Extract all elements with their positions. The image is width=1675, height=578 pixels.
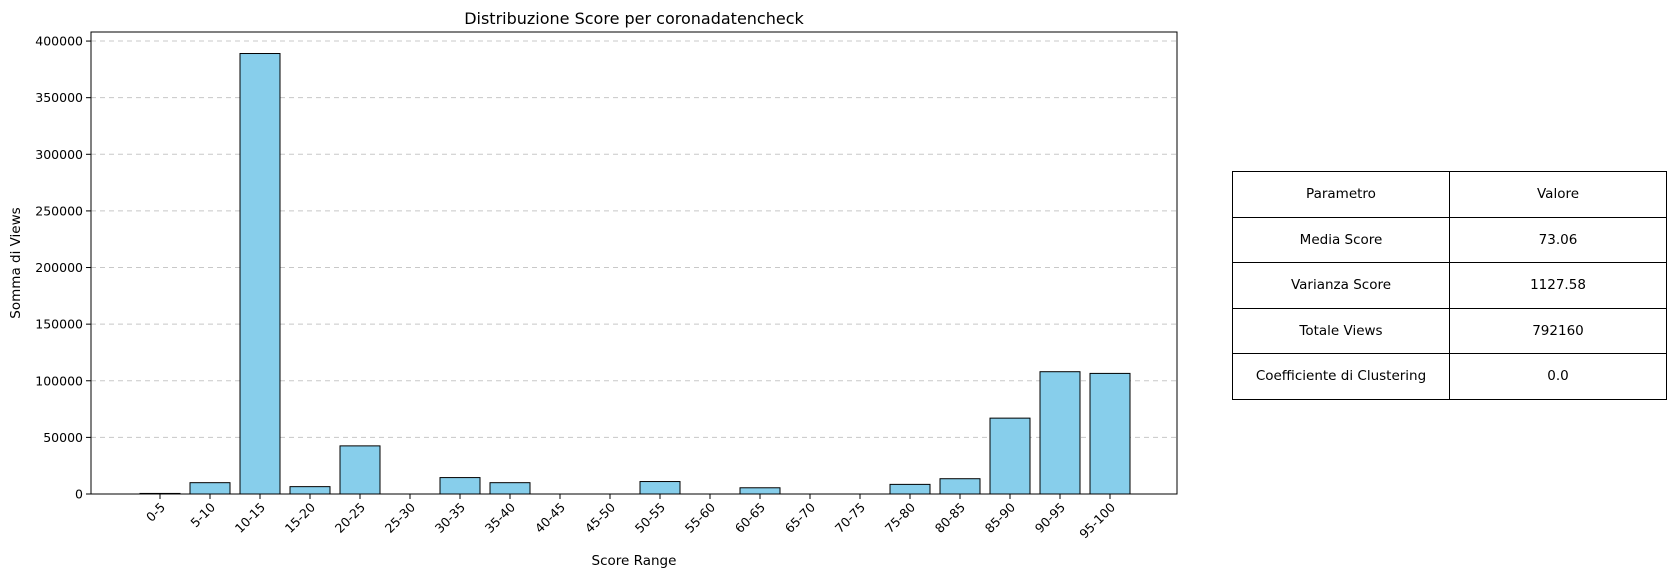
y-tick-label: 300000 xyxy=(35,147,83,162)
x-tick-label: 55-60 xyxy=(682,499,718,535)
x-tick-label: 5-10 xyxy=(187,499,218,530)
x-tick-label: 10-15 xyxy=(232,500,268,536)
bar-5-10 xyxy=(189,482,231,495)
bar-35-40 xyxy=(489,482,531,495)
x-tick-label: 35-40 xyxy=(482,499,518,535)
bar-95-100 xyxy=(1089,372,1131,495)
table-cell: 0.0 xyxy=(1449,353,1667,400)
table-row: Varianza Score 1127.58 xyxy=(1232,262,1667,309)
y-tick-label: 350000 xyxy=(35,90,83,105)
bar-80-85 xyxy=(939,478,981,495)
bars xyxy=(139,53,1131,495)
x-tick-label: 90-95 xyxy=(1032,500,1068,536)
x-axis-title: Score Range xyxy=(592,553,677,569)
bar-15-20 xyxy=(289,486,331,495)
bar-30-35 xyxy=(439,477,481,495)
table-cell: Varianza Score xyxy=(1232,262,1450,309)
table-cell: Coefficiente di Clustering xyxy=(1232,353,1450,400)
y-tick-label: 100000 xyxy=(35,373,83,388)
x-tick-label: 80-85 xyxy=(932,500,968,536)
y-tick-label: 50000 xyxy=(43,430,83,445)
y-tick-label: 200000 xyxy=(35,260,83,275)
table-header-row: Parametro Valore xyxy=(1232,171,1667,218)
bar-85-90 xyxy=(989,417,1031,495)
x-tick-label: 15-20 xyxy=(282,499,318,535)
plot-frame xyxy=(90,31,1178,495)
bar-50-55 xyxy=(639,481,681,495)
x-axis-ticks: 0-5 5-10 10-15 15-20 20-25 25-30 30-35 35-40 40-… xyxy=(143,494,1118,541)
x-tick-label: 45-50 xyxy=(582,499,618,535)
grid-lines xyxy=(91,40,1177,438)
bar-20-25 xyxy=(339,445,381,495)
x-tick-label: 60-65 xyxy=(732,500,768,536)
table-row: Media Score 73.06 xyxy=(1232,216,1667,263)
bar-90-95 xyxy=(1039,371,1081,495)
table-header-cell: Parametro xyxy=(1232,171,1450,218)
x-tick-label: 40-45 xyxy=(532,500,568,536)
x-tick-label: 20-25 xyxy=(332,500,368,536)
table-row: Totale Views 792160 xyxy=(1232,307,1667,354)
y-tick-label: 250000 xyxy=(35,203,83,218)
chart-title: Distribuzione Score per coronadatencheck xyxy=(464,9,804,28)
table-cell: 73.06 xyxy=(1449,216,1667,263)
x-tick-label: 0-5 xyxy=(143,500,168,525)
bar-75-80 xyxy=(889,483,931,495)
x-tick-label: 50-55 xyxy=(632,500,668,536)
x-tick-label: 25-30 xyxy=(382,499,418,535)
stats-table: Parametro Valore Media Score 73.06 Varia… xyxy=(1232,171,1667,400)
y-tick-label: 400000 xyxy=(35,34,83,49)
x-tick-label: 75-80 xyxy=(882,499,918,535)
y-axis-title: Somma di Views xyxy=(8,207,24,318)
bar-10-15 xyxy=(239,53,281,495)
table-cell: Media Score xyxy=(1232,216,1450,263)
x-tick-label: 30-35 xyxy=(432,500,468,536)
table-header-cell: Valore xyxy=(1449,171,1667,218)
table-cell: Totale Views xyxy=(1232,307,1450,354)
y-tick-label: 0 xyxy=(75,487,83,502)
table-cell: 792160 xyxy=(1449,307,1667,354)
table-row: Coefficiente di Clustering 0.0 xyxy=(1232,353,1667,400)
table-cell: 1127.58 xyxy=(1449,262,1667,309)
x-tick-label: 70-75 xyxy=(832,500,868,536)
y-axis-ticks: 0 50000 100000 150000 200000 250000 300000 3500… xyxy=(35,34,91,502)
x-tick-label: 65-70 xyxy=(782,499,818,535)
y-tick-label: 150000 xyxy=(35,317,83,332)
x-tick-label: 85-90 xyxy=(982,499,1018,535)
x-tick-label: 95-100 xyxy=(1076,499,1118,541)
bar-60-65 xyxy=(739,487,781,495)
